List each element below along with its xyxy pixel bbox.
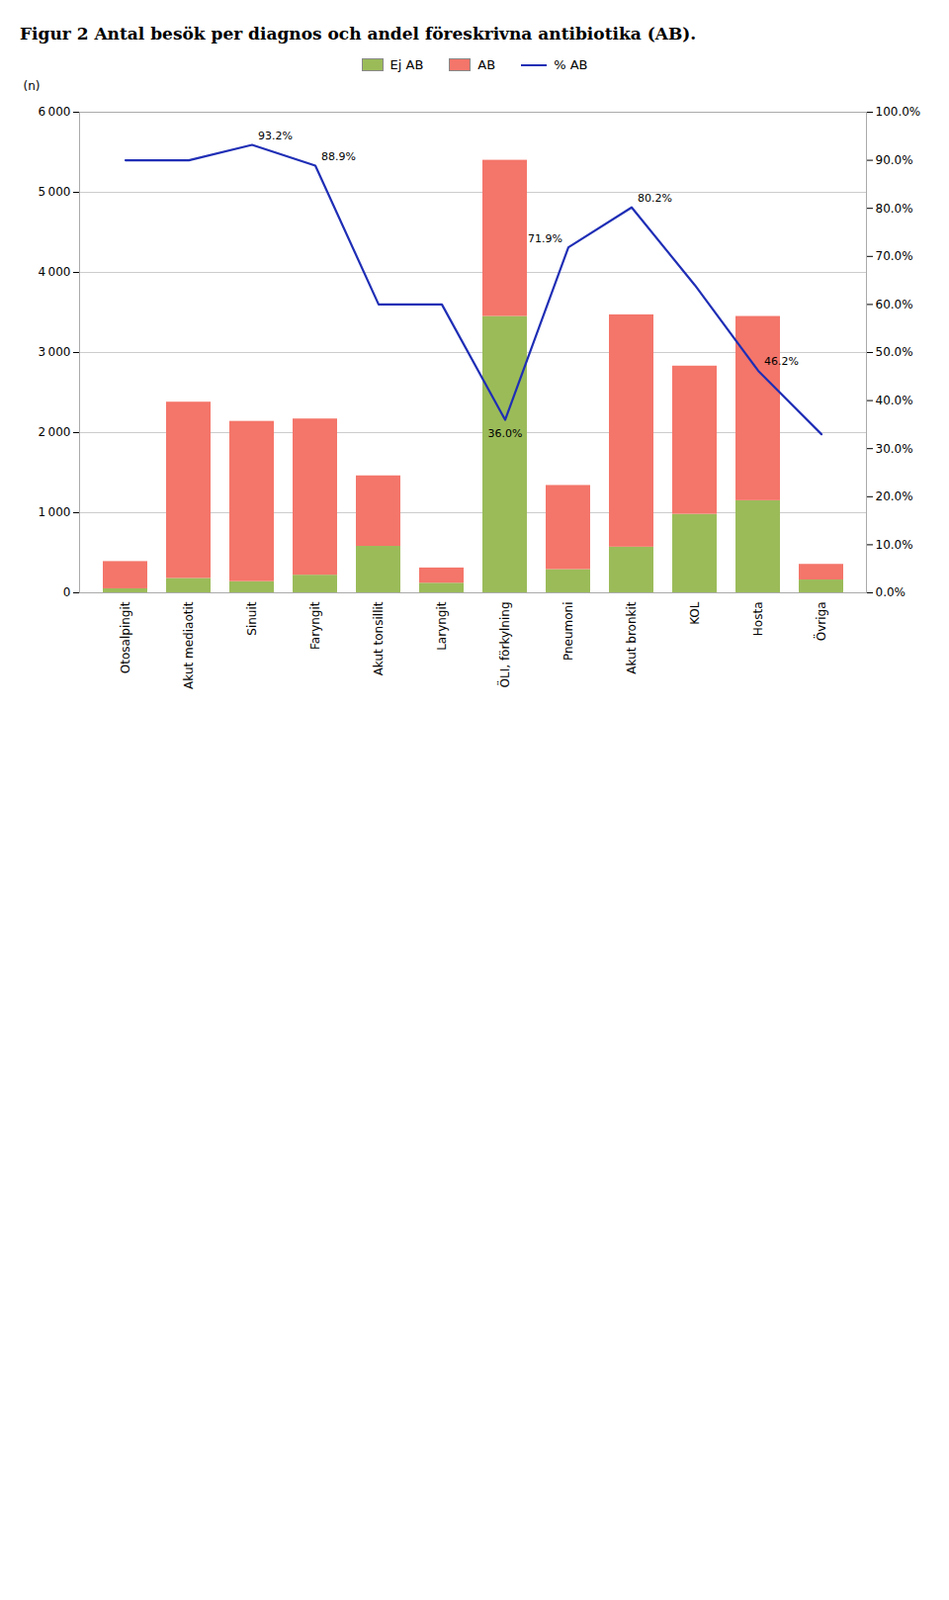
svg-text:KOL: KOL	[688, 601, 702, 625]
html-text:Ej AB: Ej AB	[389, 57, 424, 73]
svg-text:4 000: 4 000	[38, 264, 72, 279]
svg-text:Sinuit: Sinuit	[245, 601, 259, 635]
svg-text:71.9%: 71.9%	[527, 232, 563, 246]
svg-text:36.0%: 36.0%	[488, 427, 523, 440]
svg-text:5 000: 5 000	[38, 184, 72, 199]
svg-text:50.0%: 50.0%	[875, 345, 914, 359]
html-text:Figur 2 Antal besök per diagno: Figur 2 Antal besök per diagnos och ande…	[19, 23, 697, 44]
svg-text:1 000: 1 000	[38, 505, 72, 519]
svg-text:20.0%: 20.0%	[875, 489, 914, 504]
svg-text:40.0%: 40.0%	[875, 393, 914, 408]
svg-text:46.2%: 46.2%	[764, 354, 799, 368]
svg-text:60.0%: 60.0%	[875, 297, 914, 312]
svg-text:Laryngit: Laryngit	[434, 601, 449, 651]
svg-text:Akut mediaotit: Akut mediaotit	[181, 601, 196, 690]
svg-text:0: 0	[63, 585, 72, 600]
html-text:% AB: % AB	[553, 57, 588, 73]
svg-text:80.2%: 80.2%	[637, 191, 673, 205]
html-text:AB: AB	[477, 57, 496, 73]
svg-text:80.0%: 80.0%	[875, 201, 914, 216]
svg-text:Otosalpingit: Otosalpingit	[118, 601, 133, 674]
svg-text:3 000: 3 000	[38, 345, 72, 359]
svg-text:Akut bronkit: Akut bronkit	[624, 601, 639, 674]
svg-text:Pneumoni: Pneumoni	[561, 602, 576, 662]
svg-text:100.0%: 100.0%	[875, 104, 922, 119]
svg-text:90.0%: 90.0%	[875, 153, 914, 168]
svg-text:6 000: 6 000	[38, 104, 72, 119]
svg-text:70.0%: 70.0%	[875, 249, 914, 263]
svg-text:Övriga: Övriga	[812, 602, 829, 642]
svg-text:93.2%: 93.2%	[258, 129, 293, 143]
svg-text:Faryngit: Faryngit	[308, 601, 323, 650]
svg-text:30.0%: 30.0%	[875, 441, 914, 456]
svg-text:10.0%: 10.0%	[875, 537, 914, 552]
svg-text:88.9%: 88.9%	[321, 150, 356, 164]
svg-text:2 000: 2 000	[38, 425, 72, 439]
svg-text:Akut tonsillit: Akut tonsillit	[371, 601, 386, 676]
svg-text:Hosta: Hosta	[751, 602, 766, 637]
svg-text:(n): (n)	[23, 79, 41, 93]
svg-text:0.0%: 0.0%	[875, 585, 907, 600]
svg-text:ÖLI, förkylning: ÖLI, förkylning	[496, 602, 513, 689]
